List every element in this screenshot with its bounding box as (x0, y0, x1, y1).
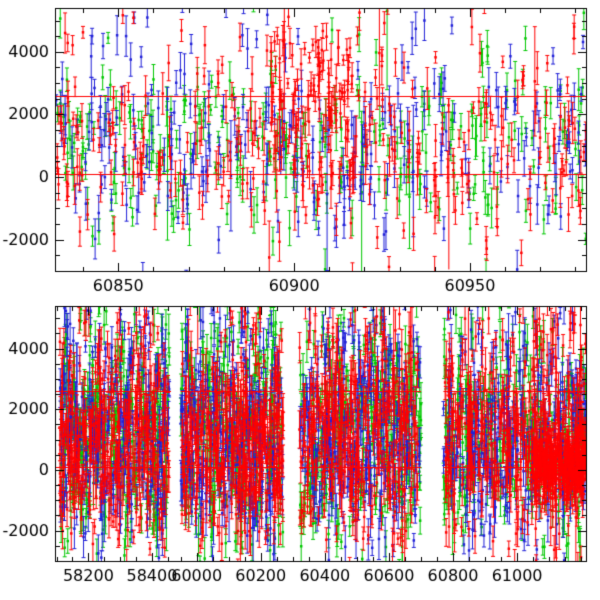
flux-light-curve-figure (0, 0, 600, 600)
light-curve-chart-canvas (0, 0, 600, 600)
